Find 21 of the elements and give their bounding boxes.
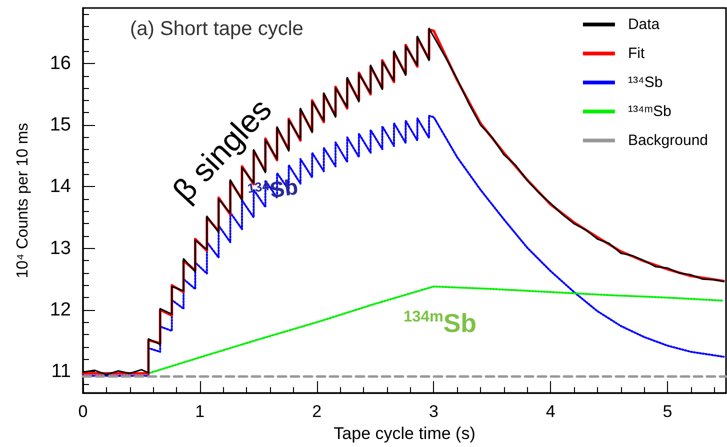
- y-tick-label: 15: [50, 114, 71, 136]
- y-tick-label: 16: [50, 52, 71, 74]
- legend-label: Background: [628, 132, 708, 149]
- text: (a) Short tape cycle: [130, 18, 304, 40]
- legend-label: ¹³⁴ᵐSb: [628, 103, 672, 120]
- legend-label: Fit: [628, 45, 646, 62]
- legend-label: ¹³⁴Sb: [628, 74, 663, 91]
- legend-label: Data: [628, 16, 660, 33]
- x-tick-label: 3: [428, 402, 438, 422]
- y-tick-label: 14: [50, 176, 72, 198]
- x-tick-label: 5: [662, 402, 672, 422]
- x-tick-label: 1: [195, 402, 205, 422]
- x-axis-title: Tape cycle time (s): [334, 424, 476, 443]
- y-tick-label: 11: [51, 361, 71, 382]
- y-tick-label: 13: [50, 238, 71, 259]
- x-tick-label: 0: [78, 402, 88, 422]
- x-tick-label: 2: [312, 402, 322, 422]
- y-axis-title: 10⁴ Counts per 10 ms: [14, 122, 32, 278]
- annotation: 134Sb: [246, 174, 300, 203]
- x-tick-label: 4: [546, 402, 556, 422]
- y-tick-label: 12: [50, 299, 71, 320]
